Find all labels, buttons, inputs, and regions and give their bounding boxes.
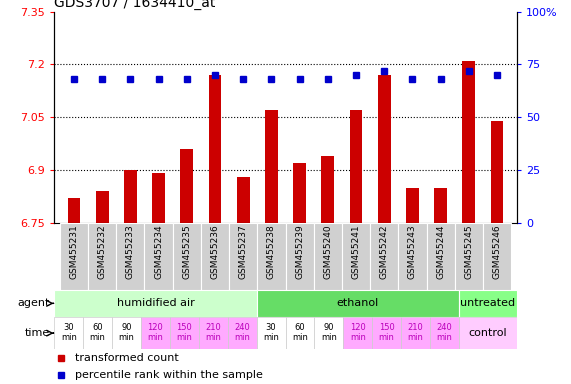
Bar: [399, 223, 427, 290]
Bar: [152, 174, 165, 223]
Bar: [349, 110, 363, 223]
Text: percentile rank within the sample: percentile rank within the sample: [75, 370, 263, 381]
Text: GSM455234: GSM455234: [154, 225, 163, 280]
Bar: [459, 317, 517, 349]
Bar: [378, 75, 391, 223]
Bar: [112, 317, 141, 349]
Text: control: control: [469, 328, 507, 338]
Bar: [370, 223, 399, 290]
Bar: [427, 223, 455, 290]
Text: 240
min: 240 min: [234, 323, 250, 342]
Bar: [199, 317, 228, 349]
Text: GSM455232: GSM455232: [98, 225, 107, 280]
Bar: [229, 223, 258, 290]
Bar: [406, 187, 419, 223]
Bar: [256, 317, 286, 349]
Bar: [286, 223, 313, 290]
Bar: [372, 317, 401, 349]
Bar: [54, 317, 83, 349]
Bar: [67, 198, 81, 223]
Bar: [430, 317, 459, 349]
Text: 120
min: 120 min: [147, 323, 163, 342]
Text: humidified air: humidified air: [116, 298, 194, 308]
Text: GSM455240: GSM455240: [323, 225, 332, 280]
Bar: [490, 121, 504, 223]
Bar: [401, 317, 430, 349]
Bar: [124, 170, 136, 223]
Bar: [293, 163, 306, 223]
Bar: [141, 317, 170, 349]
Bar: [60, 223, 88, 290]
Text: GSM455238: GSM455238: [267, 225, 276, 280]
Bar: [144, 223, 172, 290]
Bar: [321, 156, 334, 223]
Bar: [286, 317, 315, 349]
Bar: [483, 223, 511, 290]
Text: GSM455231: GSM455231: [70, 225, 78, 280]
Text: GSM455245: GSM455245: [464, 225, 473, 280]
Bar: [172, 223, 201, 290]
Text: 60
min: 60 min: [90, 323, 106, 342]
Bar: [237, 177, 250, 223]
Text: GSM455242: GSM455242: [380, 225, 389, 279]
Text: ethanol: ethanol: [337, 298, 379, 308]
Text: GSM455236: GSM455236: [211, 225, 219, 280]
Bar: [258, 223, 286, 290]
Text: GSM455244: GSM455244: [436, 225, 445, 279]
Bar: [459, 290, 517, 317]
Text: 210
min: 210 min: [206, 323, 221, 342]
Bar: [170, 317, 199, 349]
Bar: [342, 223, 370, 290]
Text: GSM455239: GSM455239: [295, 225, 304, 280]
Text: 90
min: 90 min: [321, 323, 337, 342]
Text: GSM455241: GSM455241: [352, 225, 360, 280]
Bar: [228, 317, 256, 349]
Text: 150
min: 150 min: [176, 323, 192, 342]
Bar: [116, 223, 144, 290]
Text: 210
min: 210 min: [408, 323, 424, 342]
Text: GSM455246: GSM455246: [493, 225, 501, 280]
Text: agent: agent: [17, 298, 50, 308]
Bar: [435, 187, 447, 223]
Text: 120
min: 120 min: [350, 323, 365, 342]
Bar: [315, 317, 343, 349]
Bar: [265, 110, 278, 223]
Bar: [343, 317, 372, 349]
Bar: [88, 223, 116, 290]
Text: 30
min: 30 min: [263, 323, 279, 342]
Bar: [83, 317, 112, 349]
Text: time: time: [25, 328, 50, 338]
Bar: [180, 149, 193, 223]
Text: GSM455243: GSM455243: [408, 225, 417, 280]
Text: 240
min: 240 min: [437, 323, 452, 342]
Bar: [256, 290, 459, 317]
Text: GSM455235: GSM455235: [182, 225, 191, 280]
Text: GSM455233: GSM455233: [126, 225, 135, 280]
Bar: [96, 191, 108, 223]
Bar: [54, 290, 256, 317]
Text: 60
min: 60 min: [292, 323, 308, 342]
Text: untreated: untreated: [460, 298, 516, 308]
Bar: [455, 223, 483, 290]
Text: GDS3707 / 1634410_at: GDS3707 / 1634410_at: [54, 0, 216, 10]
Text: 150
min: 150 min: [379, 323, 395, 342]
Bar: [313, 223, 342, 290]
Text: 90
min: 90 min: [119, 323, 134, 342]
Bar: [463, 61, 475, 223]
Text: GSM455237: GSM455237: [239, 225, 248, 280]
Text: transformed count: transformed count: [75, 353, 179, 363]
Bar: [201, 223, 229, 290]
Text: 30
min: 30 min: [61, 323, 77, 342]
Bar: [208, 75, 222, 223]
